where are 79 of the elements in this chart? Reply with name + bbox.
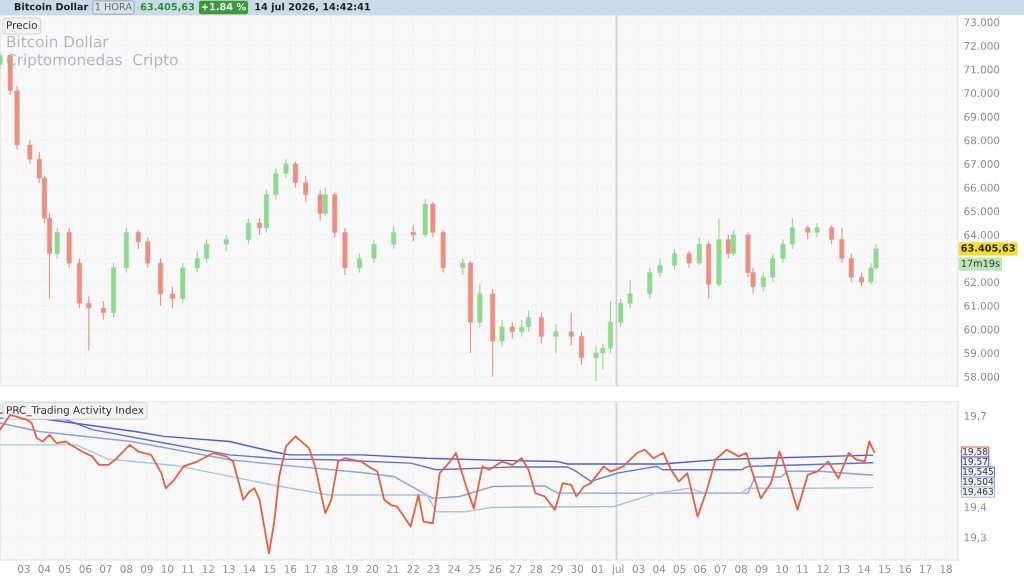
y-tick-label: 19,7 <box>964 411 986 421</box>
y-tick-label: 70.000 <box>964 89 1000 98</box>
x-tick-label: 03 <box>632 565 645 573</box>
text: +1.84 % <box>201 2 246 11</box>
annotation: Bitcoin Dollar <box>7 35 109 48</box>
y-tick-label: 65.000 <box>964 207 1000 216</box>
text: 63.405,63 <box>140 2 195 12</box>
x-tick-label: 24 <box>448 565 461 573</box>
x-tick-label: 22 <box>407 565 419 573</box>
x-tick-label: 12 <box>202 565 214 573</box>
x-tick-label: 10 <box>161 565 174 573</box>
x-tick-label: 08 <box>120 565 133 573</box>
x-tick-label: 05 <box>58 565 71 573</box>
x-tick-label: 27 <box>509 565 522 573</box>
y-tick-label: 66.000 <box>964 183 1000 192</box>
y-tick-label: 19,4 <box>964 503 987 512</box>
annotation: Precio <box>7 20 37 30</box>
y-tick-label: 61.000 <box>964 301 1000 310</box>
y-tick-label: 59.000 <box>964 349 1000 358</box>
text: 19,57 <box>963 457 988 466</box>
x-tick-label: 19 <box>346 565 358 573</box>
y-tick-label: 64.000 <box>964 230 1000 239</box>
text: 19,58 <box>963 447 988 456</box>
x-tick-label: 17 <box>305 565 317 573</box>
chart-title: PRC_Trading Activity Index <box>7 405 144 417</box>
x-tick-label: 06 <box>694 565 707 573</box>
x-tick-label: 10 <box>776 565 789 573</box>
x-tick-label: 08 <box>735 565 748 573</box>
x-tick-label: 13 <box>838 565 850 573</box>
text: 14 jul 2026, 14:42:41 <box>255 2 370 13</box>
x-tick-label: 21 <box>386 565 399 573</box>
x-tick-label: 04 <box>653 565 666 573</box>
chart-title: Bitcoin Dollar <box>14 2 89 11</box>
x-tick-label: 25 <box>468 565 481 573</box>
x-tick-label: jul <box>611 564 624 575</box>
y-tick-label: 60.000 <box>964 325 1000 334</box>
x-tick-label: 23 <box>427 565 440 573</box>
x-tick-label: 18 <box>325 565 338 573</box>
x-tick-label: 20 <box>366 565 379 573</box>
x-tick-label: 01 <box>591 565 604 573</box>
x-tick-label: 07 <box>714 565 727 573</box>
x-tick-label: 11 <box>797 565 809 573</box>
text: 19,504 <box>963 477 994 486</box>
x-tick-label: 09 <box>755 565 768 573</box>
x-tick-label: 14 <box>243 565 256 573</box>
x-tick-label: 15 <box>879 565 891 573</box>
text: 17m19s <box>961 259 1000 267</box>
x-tick-label: 29 <box>550 565 563 573</box>
x-tick-label: 16 <box>899 565 912 573</box>
x-tick-label: 16 <box>284 565 297 573</box>
x-tick-label: 30 <box>571 565 584 573</box>
x-tick-label: 06 <box>79 565 92 573</box>
x-tick-label: 18 <box>940 565 952 573</box>
x-tick-label: 12 <box>817 565 829 573</box>
y-tick-label: 68.000 <box>964 136 1000 145</box>
x-tick-label: 04 <box>38 565 51 573</box>
text: 63.405,63 <box>961 244 1015 253</box>
x-tick-label: 09 <box>140 565 153 573</box>
x-tick-label: 14 <box>858 565 871 573</box>
x-tick-label: 13 <box>223 565 235 573</box>
x-tick-label: 28 <box>530 565 543 573</box>
x-tick-label: 03 <box>17 565 30 573</box>
x-tick-label: 05 <box>673 565 686 573</box>
y-tick-label: 67.000 <box>964 160 1000 168</box>
text: 1 HORA <box>95 2 132 11</box>
y-tick-label: 72.000 <box>964 41 1000 50</box>
x-tick-label: 11 <box>182 565 194 573</box>
x-tick-label: 15 <box>264 565 276 573</box>
x-tick-label: 26 <box>489 565 502 573</box>
y-tick-label: 73.000 <box>964 18 1000 27</box>
text: 19,545 <box>963 467 993 476</box>
y-tick-label: 69.000 <box>964 112 1000 121</box>
text: 19,463 <box>963 487 994 496</box>
y-tick-label: 19,3 <box>964 533 986 543</box>
x-tick-label: 17 <box>920 565 932 573</box>
y-tick-label: 58.000 <box>964 372 1000 381</box>
x-tick-label: 07 <box>99 565 112 573</box>
y-tick-label: 71.000 <box>964 65 1000 74</box>
y-tick-label: 62.000 <box>964 278 1000 287</box>
